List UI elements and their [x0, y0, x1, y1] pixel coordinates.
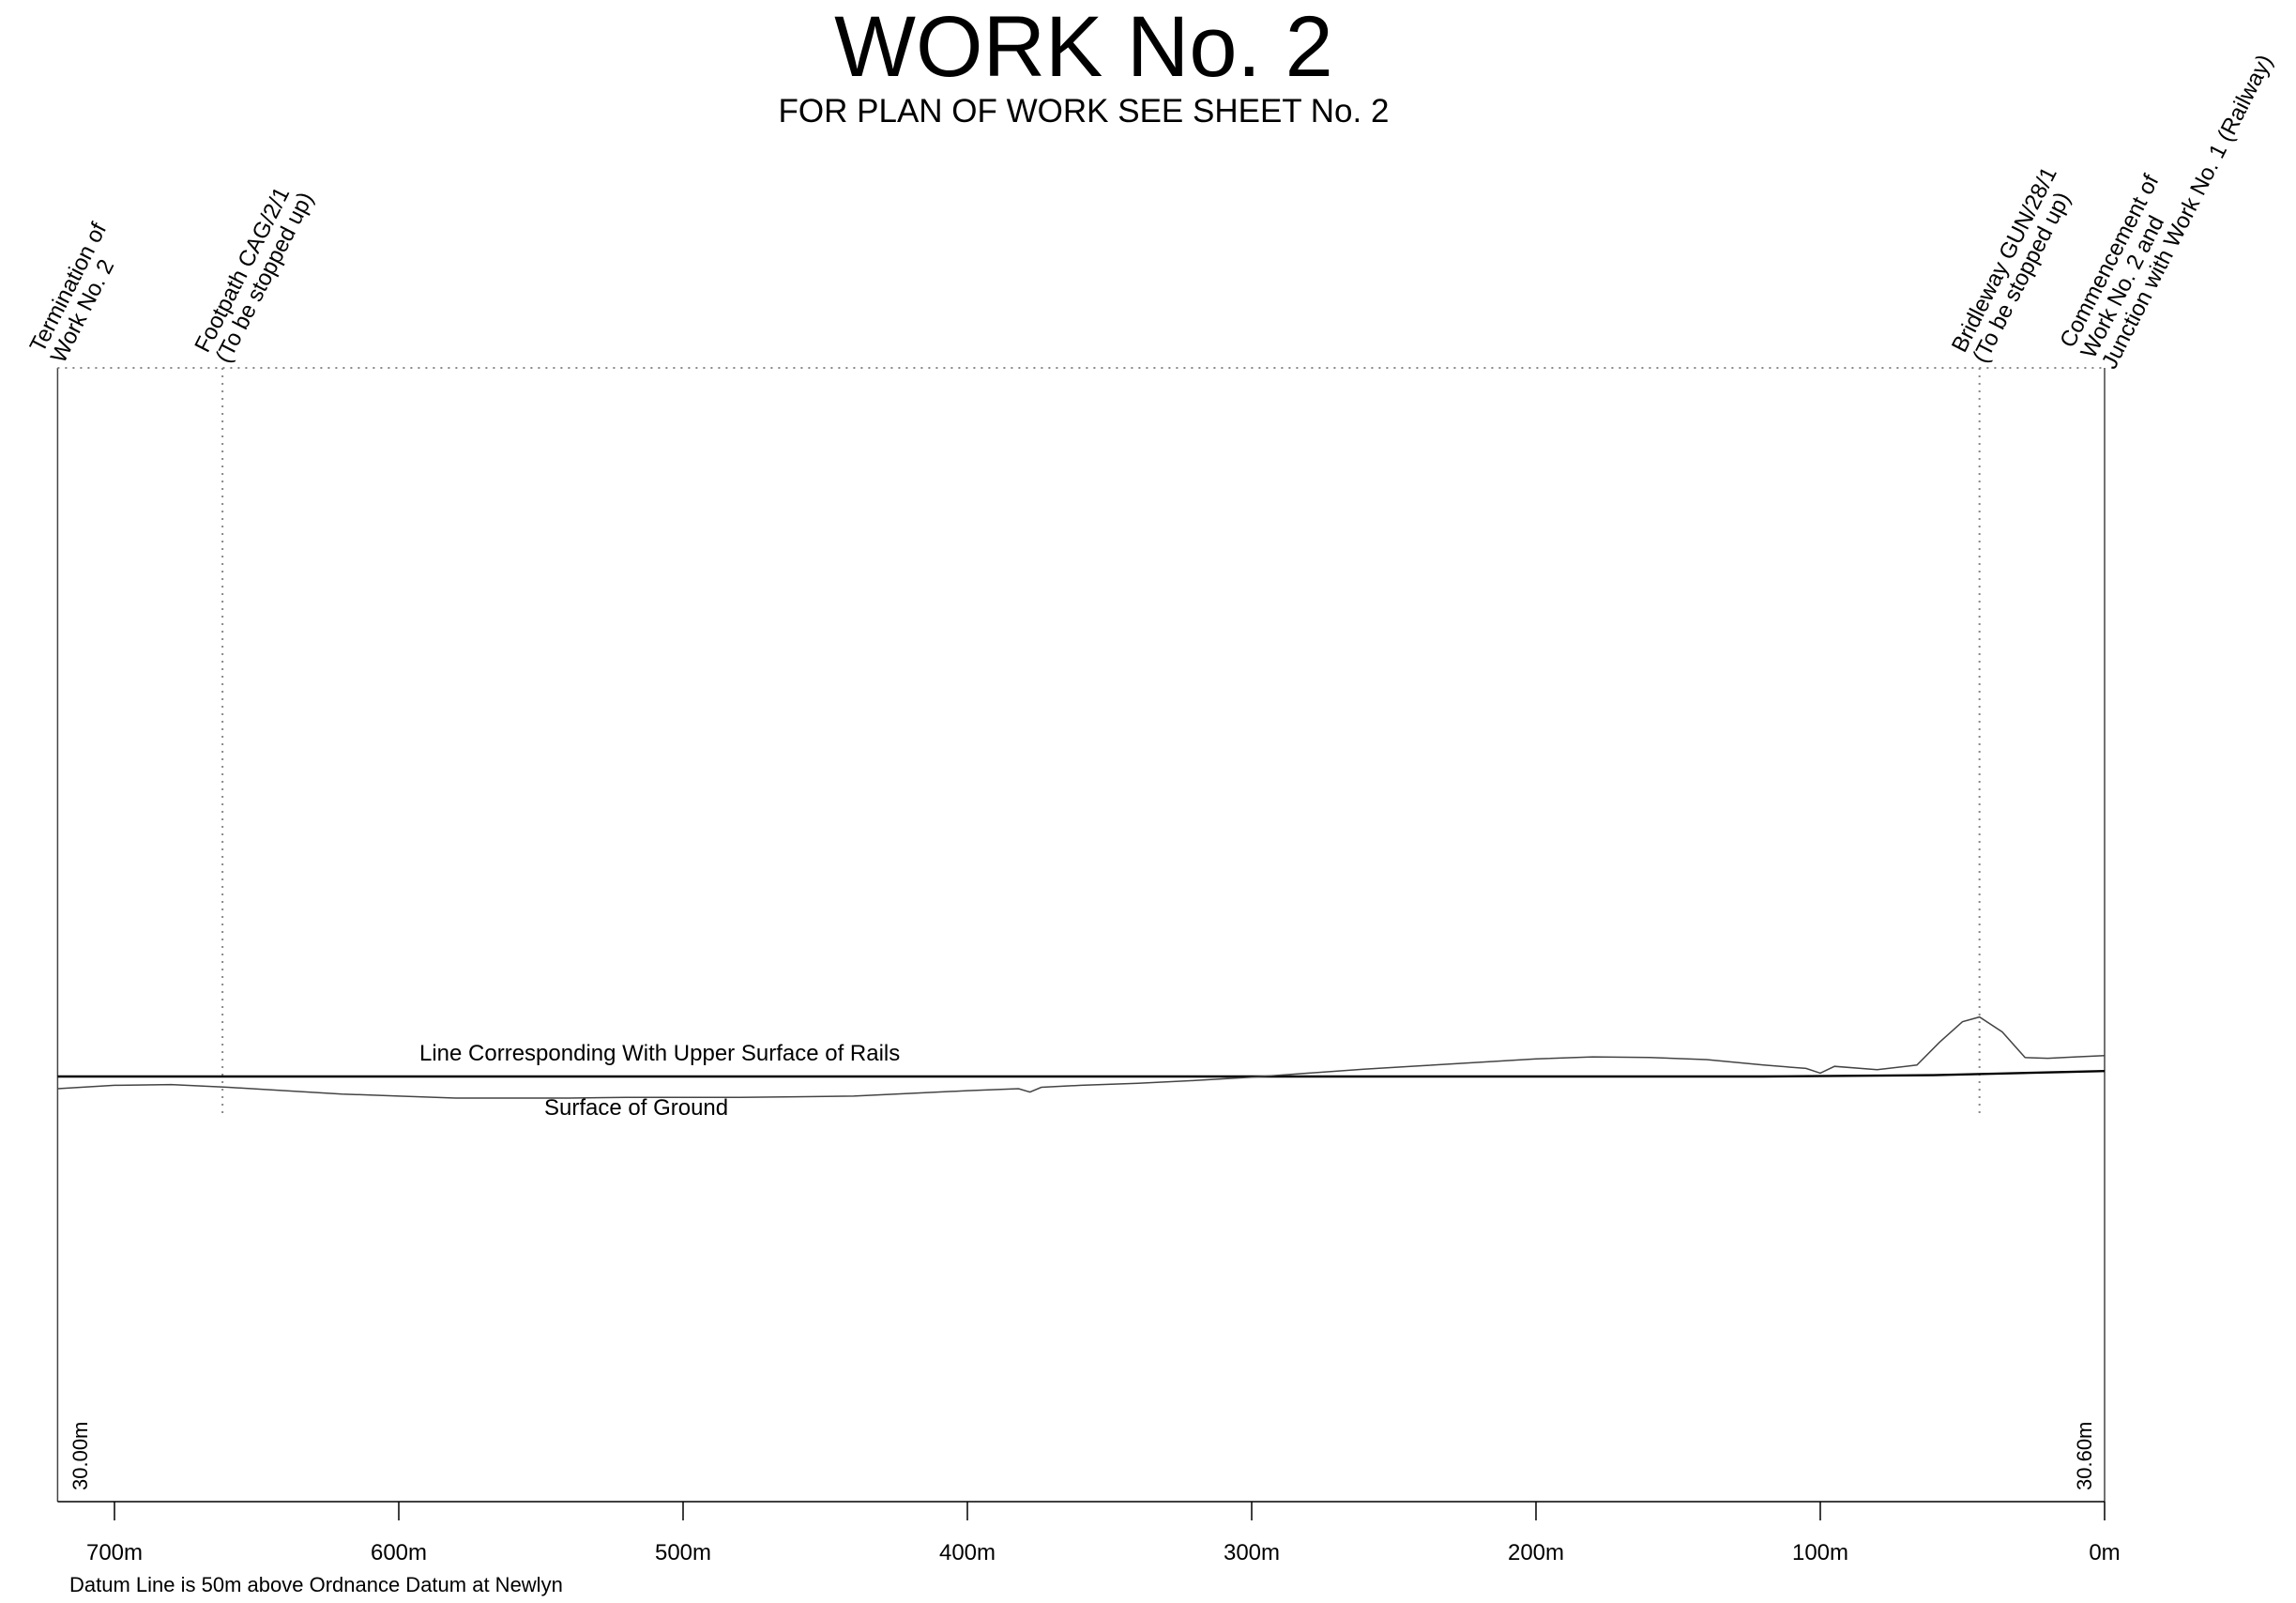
drawing-title: WORK No. 2	[834, 0, 1333, 95]
right-level-label: 30.60m	[2073, 1422, 2096, 1490]
chainage-axis: 700m 600m 500m 400m 300m 200m 100m 0m	[86, 1502, 2121, 1565]
axis-tick-label: 500m	[655, 1540, 711, 1565]
rails-level-line	[57, 1070, 2106, 1078]
axis-tick-label: 300m	[1224, 1540, 1280, 1565]
profile-lines	[57, 1015, 2106, 1099]
section-frame	[56, 367, 2106, 1503]
axis-tick-label: 100m	[1792, 1540, 1848, 1565]
marker-label: Termination ofWork No. 2	[25, 219, 133, 367]
axis-tick-label: 400m	[939, 1540, 996, 1565]
chainage-markers: Termination ofWork No. 2 Footpath CAG/2/1…	[25, 29, 2278, 1115]
drawing-subtitle: FOR PLAN OF WORK SEE SHEET No. 2	[778, 93, 1390, 130]
ground-surface-line	[57, 1015, 2106, 1099]
axis-tick-label: 700m	[86, 1540, 143, 1565]
axis-tick-label: 0m	[2089, 1540, 2120, 1565]
rails-label: Line Corresponding With Upper Surface of…	[419, 1041, 900, 1066]
marker-label: Commencement ofWork No. 2 andJunction wi…	[2055, 29, 2277, 373]
left-level-label: 30.00m	[68, 1422, 92, 1490]
axis-tick-label: 600m	[371, 1540, 427, 1565]
datum-note: Datum Line is 50m above Ordnance Datum a…	[69, 1573, 563, 1596]
ground-label: Surface of Ground	[544, 1095, 728, 1121]
marker-label: Footpath CAG/2/1(To be stopped up)	[190, 177, 318, 367]
axis-tick-label: 200m	[1508, 1540, 1564, 1565]
